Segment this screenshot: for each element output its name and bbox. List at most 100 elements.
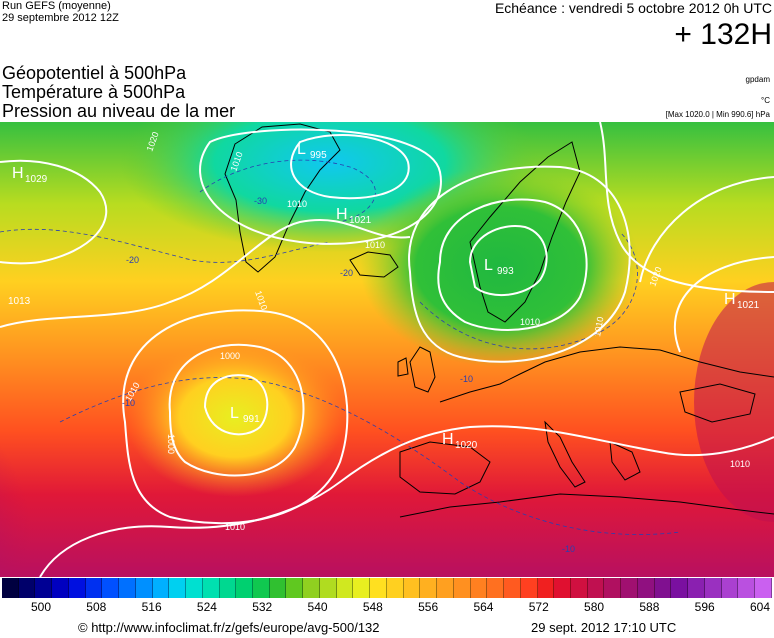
europe-coast xyxy=(439,346,774,403)
colorbar-tick-label: 580 xyxy=(584,600,605,614)
isotherm-label: -20 xyxy=(126,255,139,265)
black-sea-coast xyxy=(679,383,756,423)
isobar-labels: 1020 1010 1010 1010 1010 1020 1000 1000 … xyxy=(123,130,750,532)
isobar-atlantic-mid xyxy=(168,343,305,477)
map-title-temperature: Température à 500hPa xyxy=(2,82,186,102)
colorbar-cell xyxy=(604,578,622,598)
colorbar-cell xyxy=(253,578,270,598)
low-center-value: 991 xyxy=(243,414,260,425)
isobar-label: 1010 xyxy=(225,522,245,532)
isobar-1010-east xyxy=(599,122,774,293)
run-date: 29 septembre 2012 12Z xyxy=(2,12,119,24)
colorbar-cell xyxy=(269,578,287,598)
high-center-label: H xyxy=(442,431,454,448)
pressure-value-label: 1013 xyxy=(8,296,31,307)
colorbar-tick-label: 516 xyxy=(141,600,162,614)
colorbar-cell xyxy=(135,578,153,598)
colorbar-cell xyxy=(637,578,655,598)
colorbar-cell xyxy=(654,578,672,598)
colorbar-tick-label: 532 xyxy=(252,600,273,614)
colorbar-cell xyxy=(202,578,220,598)
colorbar-cell xyxy=(119,578,136,598)
isobar-label: 1010 xyxy=(592,316,605,337)
greece-coast xyxy=(609,441,641,481)
colorbar-cell xyxy=(236,578,254,598)
high-center-label: H xyxy=(724,291,736,308)
isotherm-label: -10 xyxy=(460,374,473,384)
isotherm-label: -30 xyxy=(254,196,267,206)
isotherm-minus10 xyxy=(59,377,681,535)
colorbar-tick-label: 540 xyxy=(307,600,328,614)
colorbar-cell xyxy=(68,578,86,598)
colorbar-cell xyxy=(570,578,588,598)
colorbar-tick-label: 604 xyxy=(749,600,771,614)
colorbar-cell xyxy=(504,578,521,598)
isobar-label: 1010 xyxy=(520,317,540,327)
colorbar-cell xyxy=(52,578,69,598)
map-title-pressure: Pression au niveau de la mer xyxy=(2,101,236,121)
greenland-coast xyxy=(224,123,341,273)
colorbar-tick-label: 500 xyxy=(30,600,52,614)
isobar-label: 1000 xyxy=(220,351,240,361)
colorbar-cell xyxy=(336,578,354,598)
isotherm-label: -20 xyxy=(340,268,353,278)
colorbar-cell xyxy=(169,578,187,598)
isotherms xyxy=(0,159,681,535)
weather-map: H 1029 L 995 H 1021 L 993 H 1021 L 991 H… xyxy=(0,122,774,577)
colorbar-cell xyxy=(286,578,304,598)
isobar-scandinavian-outer xyxy=(408,165,631,363)
colorbar-cell xyxy=(437,578,454,598)
warm-core-southwest xyxy=(0,362,130,577)
pressure-range-label: [Max 1020.0 | Min 990.6] hPa xyxy=(665,110,770,119)
isotherm-label: -10 xyxy=(122,398,135,408)
isobar-1020-east xyxy=(639,176,774,283)
isotherm-labels: -30 -20 -20 -10 -10 -10 xyxy=(122,196,575,554)
isobar-label: 1000 xyxy=(166,434,176,454)
isotherm-minus20-east xyxy=(419,231,638,350)
isobar-1010-south xyxy=(39,425,774,577)
unit-temperature: °C xyxy=(761,96,770,105)
colorbar-cell xyxy=(738,578,756,598)
colorbar-tick-label: 588 xyxy=(639,600,660,614)
colorbar-tick-label: 596 xyxy=(694,600,715,614)
isobar-greenland-low xyxy=(290,133,410,200)
colorbar-cell xyxy=(420,578,438,598)
colorbar-cell xyxy=(18,578,36,598)
colorbar-cell xyxy=(152,578,170,598)
low-center-value: 993 xyxy=(497,266,514,277)
isobars xyxy=(0,122,774,577)
colorbar-cell xyxy=(186,578,203,598)
high-center-label: H xyxy=(12,165,24,182)
colorbar-cell xyxy=(319,578,337,598)
colorbar-cell xyxy=(721,578,739,598)
colorbar-tick-label: 548 xyxy=(362,600,383,614)
high-center-value: 1021 xyxy=(349,215,372,226)
colorbar-cell xyxy=(587,578,605,598)
colorbar-cell xyxy=(386,578,404,598)
isobar-atlantic-low xyxy=(203,374,269,436)
lead-time: + 132H xyxy=(674,18,772,51)
isobar-label: 1010 xyxy=(730,459,750,469)
valid-time: Echéance : vendredi 5 octobre 2012 0h UT… xyxy=(494,0,772,16)
isobar-scandinavian-mid xyxy=(437,198,588,331)
pressure-centers: H 1029 L 995 H 1021 L 993 H 1021 L 991 H… xyxy=(8,141,760,451)
colorbar-tick-label: 564 xyxy=(473,600,494,614)
colorbar-cell xyxy=(453,578,471,598)
isobar-1020-far-east xyxy=(674,256,774,353)
colorbar-tick-label: 508 xyxy=(86,600,107,614)
italy-coast xyxy=(544,420,586,488)
high-center-value: 1029 xyxy=(25,174,48,185)
iceland-coast xyxy=(349,251,399,278)
low-center-label: L xyxy=(230,405,239,422)
north-africa-coast xyxy=(399,493,774,518)
map-title-geopotential: Géopotentiel à 500hPa xyxy=(2,63,187,83)
low-center-label: L xyxy=(297,141,306,158)
iberia-coast xyxy=(399,441,491,495)
colorbar-tick-label: 524 xyxy=(196,600,217,614)
colorbar-cell xyxy=(621,578,638,598)
colorbar-cell xyxy=(370,578,387,598)
scandinavia-coast xyxy=(469,141,581,323)
source-credit: © http://www.infoclimat.fr/z/gefs/europe… xyxy=(78,620,380,635)
warm-core-east xyxy=(694,282,774,522)
colorbar-ticks: 500 508 516 524 532 540 548 556 564 572 580 588 596 6… xyxy=(0,600,774,616)
